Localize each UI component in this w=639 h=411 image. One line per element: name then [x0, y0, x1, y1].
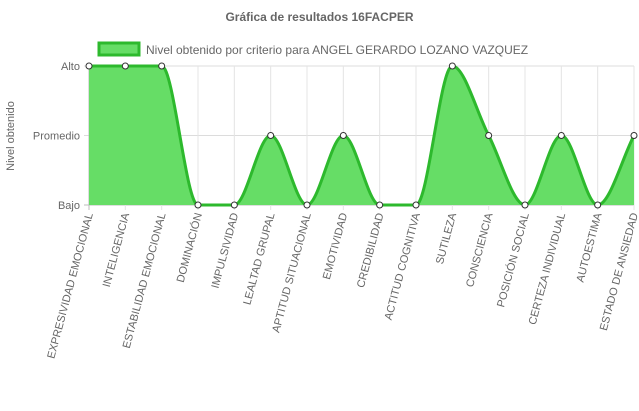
data-point[interactable] [485, 132, 493, 139]
x-tick-label: AUTOESTIMA [575, 211, 605, 284]
x-tick-label: ESTABILIDAD EMOCIONAL [121, 212, 169, 350]
data-point[interactable] [376, 201, 384, 209]
data-point[interactable] [267, 132, 275, 139]
x-tick-label: CONSCIENCIA [464, 211, 496, 289]
x-tick-label: EXPRESIVIDAD EMOCIONAL [45, 212, 96, 360]
data-point[interactable] [412, 201, 420, 209]
data-point[interactable] [448, 62, 456, 70]
data-point[interactable] [303, 201, 311, 209]
y-axis-ticks: Bajo Promedio Alto [33, 61, 80, 212]
data-point[interactable] [557, 132, 565, 139]
y-axis-title: Nivel obtenido [5, 101, 17, 171]
x-tick-label: DOMINACIÓN [174, 211, 205, 283]
x-tick-label: ACTITUD COGNITIVA [383, 211, 423, 321]
x-tick-label: EMOTIVIDAD [321, 212, 350, 281]
x-tick-label: APTITUD SITUACIONAL [270, 212, 314, 334]
data-point[interactable] [121, 62, 129, 70]
x-tick-label: INTELIGENCIA [101, 211, 133, 289]
data-point[interactable] [194, 201, 202, 209]
x-tick-label: ESTADO DE ANSIEDAD [598, 212, 639, 332]
legend: Nivel obtenido por criterio para ANGEL G… [97, 41, 528, 57]
y-tick-label: Bajo [58, 200, 80, 212]
x-tick-label: SUTILEZA [434, 211, 459, 266]
x-tick-label: CERTEZA INDIVIDUAL [527, 212, 568, 327]
series-fill [89, 66, 634, 205]
x-axis-ticks: EXPRESIVIDAD EMOCIONAL INTELIGENCIAESTABI… [45, 211, 639, 360]
x-tick-label: CREDIBILIDAD [355, 212, 387, 290]
data-point[interactable] [158, 62, 166, 70]
data-point[interactable] [521, 201, 529, 209]
chart-title: Gráfica de resultados 16FACPER [225, 10, 413, 24]
series-line [89, 64, 636, 207]
y-tick-label: Promedio [33, 131, 80, 143]
legend-label: Nivel obtenido por criterio para ANGEL G… [146, 43, 528, 57]
x-tick-label: IMPULSIVIDAD [210, 212, 242, 290]
y-tick-label: Alto [61, 61, 80, 73]
legend-swatch[interactable] [97, 41, 141, 57]
data-point[interactable] [230, 201, 238, 209]
data-point[interactable] [339, 132, 347, 139]
x-tick-label: POSICIÓN SOCIAL [494, 211, 532, 308]
data-point[interactable] [594, 201, 602, 209]
series-area [85, 62, 638, 209]
data-point[interactable] [630, 132, 638, 139]
x-tick-label: LEALTAD GRUPAL [241, 212, 277, 307]
data-point[interactable] [85, 62, 93, 70]
